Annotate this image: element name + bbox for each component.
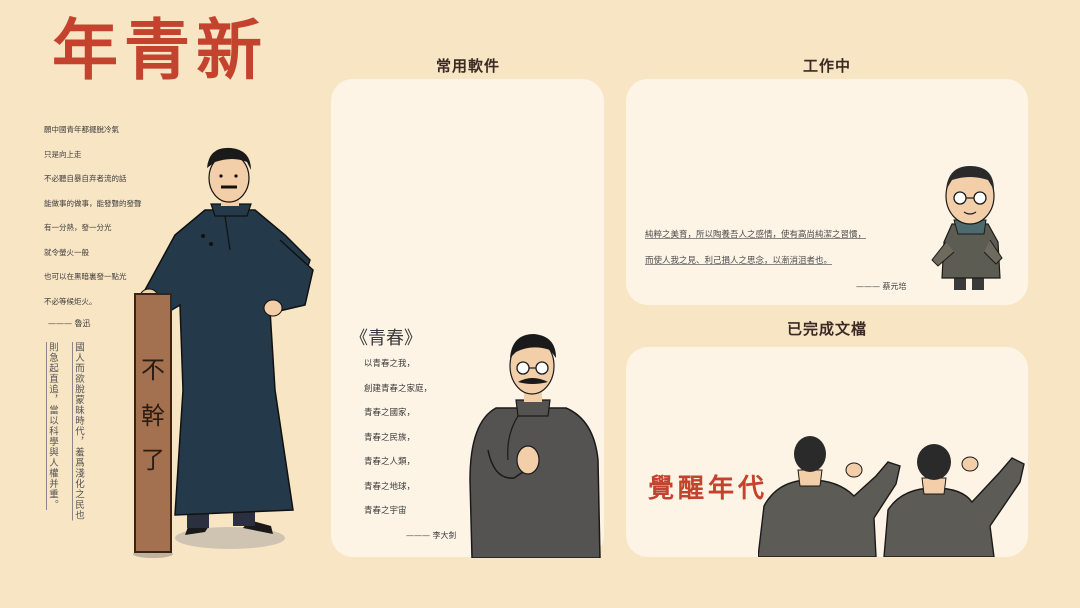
students-figure-illustration [758, 436, 1025, 557]
signboard-illustration: 不 幹 了 [133, 293, 173, 558]
youth-line: 青春之國家， [364, 408, 416, 418]
poem-line: 願中國青年都擺脫冷氣 [44, 125, 119, 134]
youth-title: 《青春》 [350, 328, 422, 349]
caiyuanpei-figure-illustration [931, 166, 1003, 290]
vertical-quote-col-2: 則急起直追，當以科學與人權并重。 [47, 342, 58, 510]
youth-line: 青春之人類， [364, 457, 416, 467]
poem-line: 不必聽自暴自弃者流的話 [44, 174, 127, 183]
youth-line: 青春之宇宙 [364, 506, 407, 516]
cai-quote-line: 而使人我之見、利己損人之思念，以漸消沮者也。 [645, 256, 833, 266]
poem-signature: ——— 魯迅 [48, 319, 91, 328]
youth-signature: ——— 李大釗 [406, 531, 457, 540]
section-title-working: 工作中 [803, 57, 852, 75]
cai-signature: ——— 蔡元培 [856, 282, 907, 291]
poem-line: 能做事的做事，能發聲的發聲 [44, 198, 142, 208]
signboard-char: 了 [141, 446, 165, 474]
youth-line: 青春之地球， [364, 481, 416, 492]
poem-line: 也可以在黑暗裏發一點光 [44, 272, 127, 281]
lidazhao-figure-illustration [469, 334, 601, 558]
cai-quote: 純粹之美育，所以陶養吾人之感情，使有高尚純潔之習慣， 而使人我之見、利己損人之思… [645, 222, 866, 274]
youth-line: 創建青春之家庭， [364, 383, 433, 394]
luxun-figure-illustration [139, 147, 314, 549]
vertical-quote-col-1: 國人而欲脫蒙昧時代，羞爲淺化之民也 [73, 342, 84, 521]
page-title: 年青新 [52, 12, 268, 89]
awakening-era-text: 覺醒年代 [648, 474, 769, 504]
poem-line: 有一分熱，發一分光 [44, 223, 112, 232]
luxun-poem: 願中國青年都擺脫冷氣 只是向上走 不必聽自暴自弃者流的話 能做事的做事，能發聲的… [44, 118, 164, 329]
youth-line: 青春之民族， [364, 432, 416, 443]
youth-lines: 以青春之我， 創建青春之家庭， 青春之國家， 青春之民族， 青春之人類， 青春之… [364, 352, 432, 524]
section-title-done: 已完成文檔 [787, 320, 868, 338]
section-title-software: 常用軟件 [436, 57, 501, 75]
poem-line: 不必等候炬火。 [44, 296, 97, 306]
youth-line: 以青春之我， [364, 359, 416, 369]
poem-line: 就令螢火一般 [44, 247, 89, 257]
cai-quote-line: 純粹之美育，所以陶養吾人之感情，使有高尚純潔之習慣， [645, 230, 867, 240]
poem-line: 只是向上走 [44, 149, 82, 159]
signboard-char: 不 [141, 356, 165, 384]
signboard-char: 幹 [141, 402, 165, 430]
